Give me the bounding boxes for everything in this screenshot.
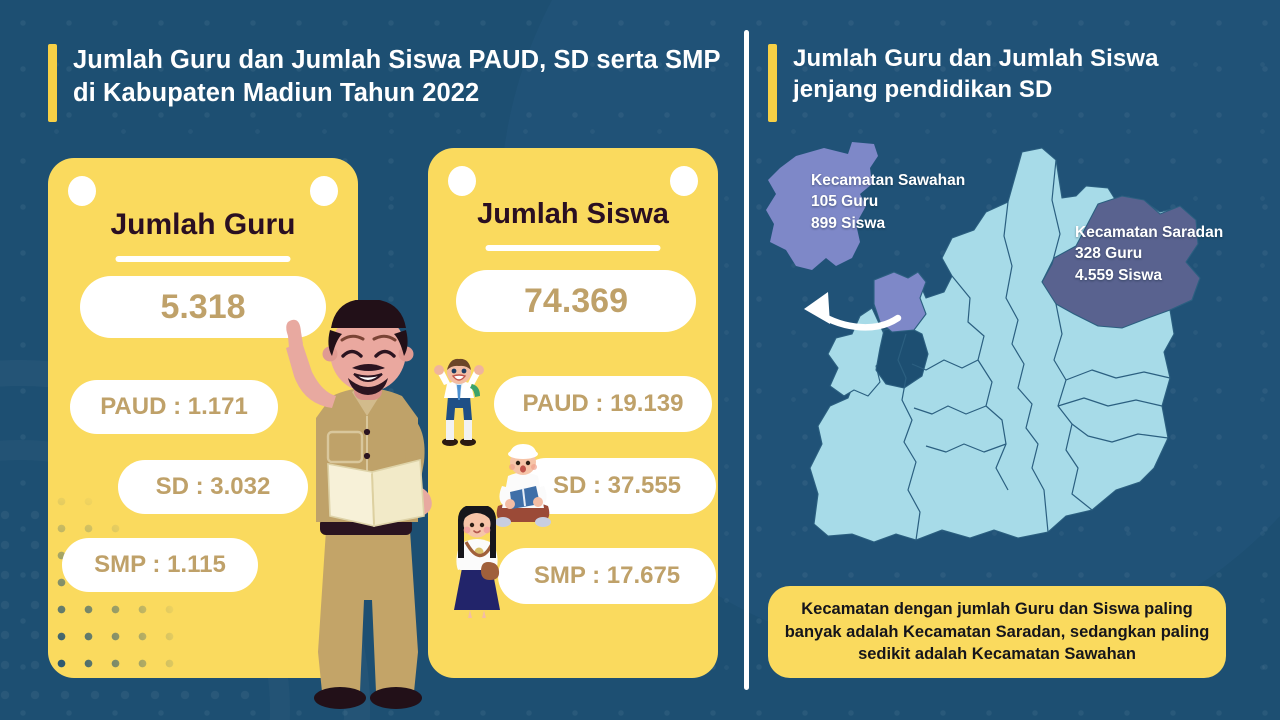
card-punch-hole-right <box>310 176 338 206</box>
left-panel-title-text: Jumlah Guru dan Jumlah Siswa PAUD, SD se… <box>73 46 721 107</box>
curved-arrow-icon <box>804 292 902 331</box>
card-heading-siswa: Jumlah Siswa <box>477 198 669 230</box>
sawahan-student-count: 899 Siswa <box>811 214 886 232</box>
guru-paud-value: PAUD : 1.171 <box>70 380 278 434</box>
map-summary-note: Kecamatan dengan jumlah Guru dan Siswa p… <box>768 586 1226 678</box>
teacher-illustration <box>286 300 432 709</box>
left-panel-title: Jumlah Guru dan Jumlah Siswa PAUD, SD se… <box>48 44 728 122</box>
siswa-paud-value: PAUD : 19.139 <box>494 376 712 432</box>
siswa-smp-value: SMP : 17.675 <box>498 548 716 604</box>
title-accent-bar <box>768 44 777 122</box>
card-punch-hole-left <box>68 176 96 206</box>
student-girl-illustration <box>454 506 500 618</box>
card-heading-rule <box>485 245 661 251</box>
map-svg <box>766 142 1201 543</box>
student-cheering-illustration <box>434 358 484 446</box>
total-guru-value: 5.318 <box>80 276 326 338</box>
card-heading-rule <box>115 256 291 262</box>
panel-divider <box>744 30 749 690</box>
right-panel-title: Jumlah Guru dan Jumlah Siswa jenjang pen… <box>768 44 1238 122</box>
total-siswa-value: 74.369 <box>456 270 696 332</box>
madiun-district-map[interactable] <box>756 138 1256 570</box>
map-region-sawahan <box>873 271 927 333</box>
saradan-teacher-count: 328 Guru <box>1075 245 1143 263</box>
card-punch-hole-right <box>670 166 698 196</box>
sawahan-teacher-count: 105 Guru <box>811 193 879 211</box>
map-summary-note-text: Kecamatan dengan jumlah Guru dan Siswa p… <box>784 600 1210 664</box>
map-label-sawahan: Kecamatan Sawahan 105 Guru 899 Siswa <box>811 170 965 234</box>
card-heading-guru: Jumlah Guru <box>110 208 296 241</box>
siswa-sd-value: SD : 37.555 <box>518 458 716 514</box>
guru-smp-value: SMP : 1.115 <box>62 538 258 592</box>
sawahan-district-name: Kecamatan Sawahan <box>811 172 966 189</box>
map-region-saradan <box>1041 195 1201 329</box>
card-punch-hole-left <box>448 166 476 196</box>
map-region-sawahan-callout <box>766 142 878 270</box>
guru-sd-value: SD : 3.032 <box>118 460 308 514</box>
map-label-saradan: Kecamatan Saradan 328 Guru 4.559 Siswa <box>1075 222 1223 286</box>
saradan-student-count: 4.559 Siswa <box>1075 266 1163 284</box>
saradan-district-name: Kecamatan Saradan <box>1075 224 1224 241</box>
right-panel-title-text: Jumlah Guru dan Jumlah Siswa jenjang pen… <box>793 45 1159 103</box>
title-accent-bar <box>48 44 57 122</box>
